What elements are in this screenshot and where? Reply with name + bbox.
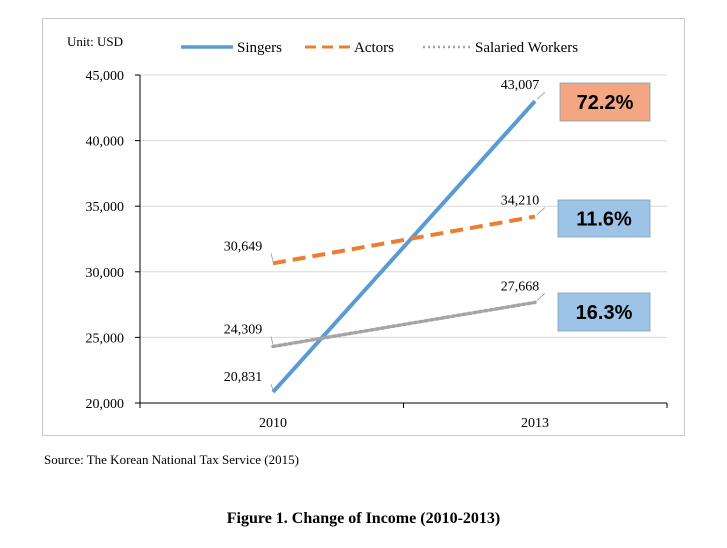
- figure-caption: Figure 1. Change of Income (2010-2013): [226, 510, 501, 527]
- label-leader: [270, 383, 274, 391]
- data-label-singers-2013: 43,007: [501, 78, 540, 93]
- chart-frame: 20,000 25,000 30,000 35,000 40,000 45,000 2010…: [42, 18, 685, 436]
- series-line-actors: [272, 214, 536, 266]
- y-tick-label: 20,000: [86, 397, 125, 412]
- unit-label: Unit: USD: [67, 34, 123, 49]
- y-tick-label: 35,000: [86, 200, 125, 215]
- data-label-salaried-workers-2010: 24,309: [224, 322, 263, 337]
- label-leader: [536, 207, 546, 215]
- x-tick-label: 2013: [521, 416, 549, 431]
- data-label-salaried-workers-2013: 27,668: [501, 279, 540, 294]
- change-badge-actors: [557, 199, 651, 238]
- data-label-actors-2013: 34,210: [501, 194, 540, 209]
- series-line-singers: [271, 99, 537, 394]
- y-tick-label: 25,000: [86, 331, 125, 346]
- x-tick-label: 2010: [259, 416, 287, 431]
- y-tick-label: 45,000: [86, 69, 125, 84]
- label-leader: [270, 336, 274, 345]
- change-badge-label-salaried-workers: 16.3%: [576, 302, 633, 324]
- y-tick-label: 40,000: [86, 135, 125, 150]
- line-chart: 20,000 25,000 30,000 35,000 40,000 45,000 2010…: [67, 34, 668, 431]
- data-label-singers-2010: 20,831: [224, 370, 263, 385]
- legend-label-singers: Singers: [237, 40, 282, 56]
- change-badge-singers: [559, 82, 651, 122]
- label-leader: [270, 253, 274, 262]
- change-badge-label-singers: 72.2%: [577, 92, 634, 114]
- change-badge-salaried-workers: [557, 292, 651, 332]
- label-leader: [536, 293, 546, 301]
- source-note: Source: The Korean National Tax Service …: [44, 452, 299, 467]
- data-label-actors-2010: 30,649: [224, 239, 263, 254]
- y-tick-label: 30,000: [86, 266, 125, 281]
- change-badge-label-actors: 11.6%: [576, 209, 632, 231]
- legend-label-actors: Actors: [354, 40, 394, 56]
- series-line-salaried-workers: [271, 300, 537, 349]
- label-leader: [536, 91, 546, 100]
- legend-label-salaried-workers: Salaried Workers: [475, 40, 578, 56]
